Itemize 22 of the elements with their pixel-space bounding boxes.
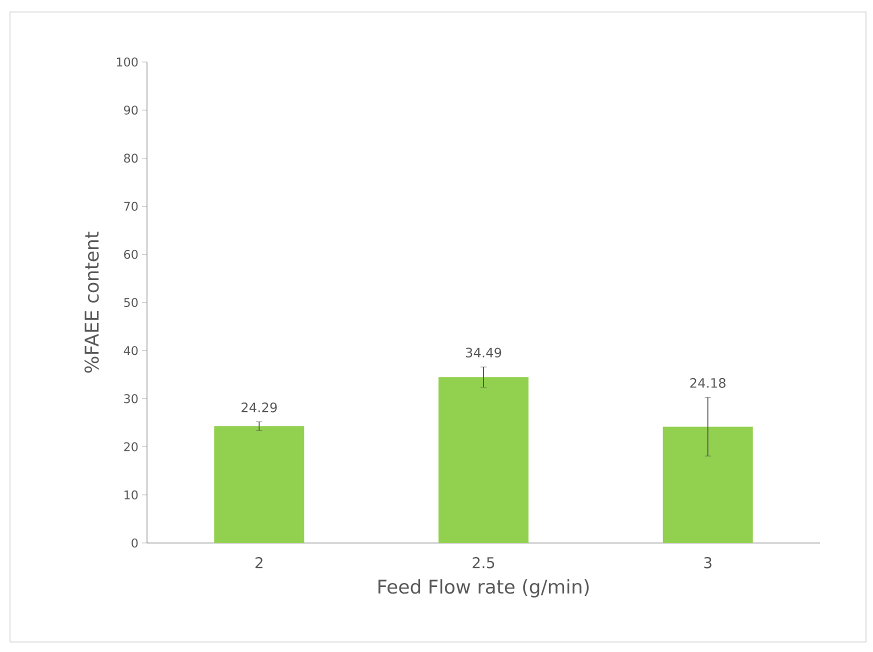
y-tick-label: 40 (124, 346, 138, 356)
y-tick-label: 30 (124, 394, 138, 404)
bar (214, 426, 304, 543)
bar (662, 426, 753, 543)
y-tick-label: 60 (124, 250, 138, 259)
y-tick-label: 70 (124, 202, 138, 211)
y-tick-label: 10 (124, 490, 138, 500)
y-tick-label: 0 (132, 538, 138, 548)
x-tick-label: 2 (256, 557, 262, 568)
x-tick-label: 3 (704, 557, 712, 568)
data-label: 24.18 (690, 378, 726, 388)
y-tick-label: 90 (124, 106, 138, 115)
y-tick-label: 100 (116, 57, 138, 67)
x-axis-title: Feed Flow rate (g/min) (378, 579, 589, 598)
y-tick-label: 80 (124, 154, 138, 163)
bar (438, 377, 529, 543)
y-axis-title: %FAEE content (84, 232, 99, 373)
data-label: 24.29 (242, 402, 277, 412)
y-tick-label: 20 (124, 442, 138, 452)
x-tick-label: 2.5 (472, 557, 494, 568)
y-tick-label: 50 (124, 298, 138, 308)
data-label: 34.49 (466, 348, 502, 358)
